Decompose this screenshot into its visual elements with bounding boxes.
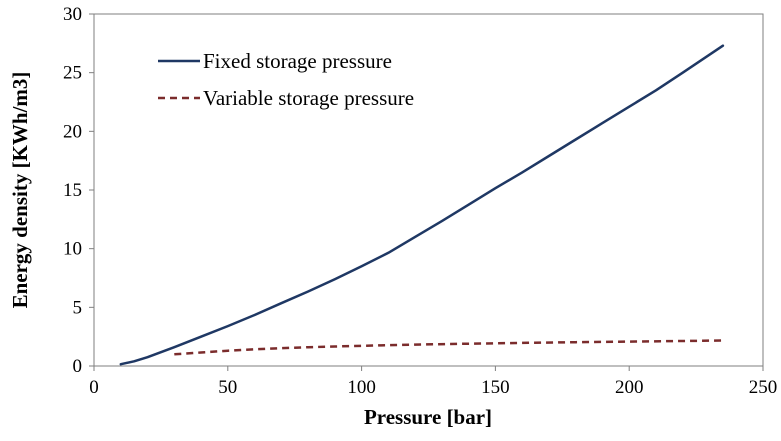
series-layer (119, 44, 725, 366)
x-tick-label: 50 (218, 377, 237, 398)
x-tick-label: 150 (481, 377, 510, 398)
legend-label-fixed: Fixed storage pressure (203, 49, 392, 73)
y-tick-label: 20 (63, 121, 82, 142)
y-tick-label: 5 (73, 297, 83, 318)
y-axis-title: Energy density [KWh/m3] (8, 72, 32, 309)
series-line-fixed-storage-pressure (119, 44, 725, 366)
x-tick-label: 200 (615, 377, 644, 398)
x-tick-label: 0 (89, 377, 99, 398)
x-axis-ticks: 0 50 100 150 200 250 (89, 366, 777, 398)
plot-area (93, 13, 764, 367)
x-tick-label: 100 (347, 377, 376, 398)
y-tick-label: 30 (63, 4, 82, 25)
y-tick-label: 25 (63, 63, 82, 84)
y-axis-ticks: 0 5 10 15 20 25 30 (63, 4, 94, 377)
y-tick-label: 10 (63, 239, 82, 260)
series-line-variable-storage-pressure (174, 339, 723, 356)
x-tick-label: 250 (749, 377, 778, 398)
legend: Fixed storage pressure Variable storage … (158, 49, 414, 110)
x-axis-title: Pressure [bar] (364, 405, 492, 429)
y-tick-label: 15 (63, 180, 82, 201)
y-tick-label: 0 (73, 356, 83, 377)
legend-label-variable: Variable storage pressure (203, 86, 414, 110)
